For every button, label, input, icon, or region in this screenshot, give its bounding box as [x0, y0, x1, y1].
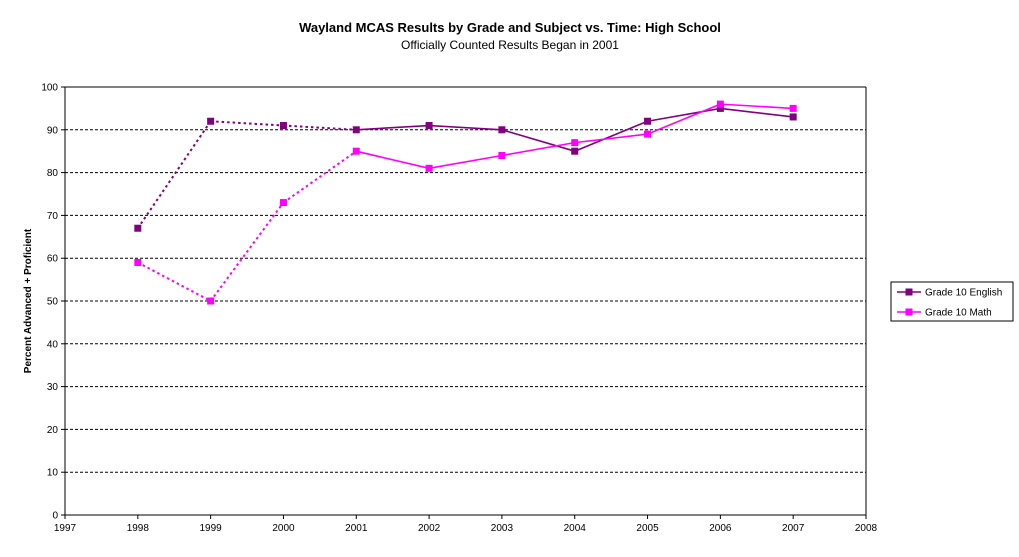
y-tick-label: 20 [47, 425, 59, 436]
data-point-marker [425, 164, 433, 172]
legend-label: Grade 10 Math [925, 308, 992, 319]
chart-title: Wayland MCAS Results by Grade and Subjec… [299, 20, 721, 35]
y-tick-label: 10 [47, 468, 59, 479]
series-line-segment [574, 120, 648, 152]
x-tick-label: 2005 [636, 523, 659, 534]
data-point-marker [789, 113, 797, 121]
y-axis-label: Percent Advanced + Proficient [23, 228, 34, 373]
series-line-segment [720, 103, 794, 110]
data-point-marker [279, 122, 287, 130]
data-point-marker [644, 130, 652, 138]
data-point-marker [716, 104, 724, 112]
y-tick-label: 60 [47, 254, 59, 265]
data-point-marker [352, 147, 360, 155]
y-tick-label: 90 [47, 125, 59, 136]
data-point-marker [207, 297, 215, 305]
grid-lines [65, 86, 866, 473]
series-line-segment [356, 124, 430, 131]
series-grade-10-math [134, 100, 797, 305]
y-tick-label: 80 [47, 168, 59, 179]
x-tick-label: 2004 [564, 523, 587, 534]
series-line-segment [720, 107, 794, 118]
legend-marker [905, 308, 913, 316]
series-line-segment [429, 124, 502, 131]
series-line-segment [283, 124, 357, 131]
y-axis-ticks: 0 10 20 30 40 50 60 70 80 90 100 [41, 83, 65, 522]
data-point-marker [789, 104, 797, 112]
series-line-segment [209, 201, 285, 302]
data-point-marker [207, 117, 215, 125]
series-line-segment [574, 133, 648, 144]
series-line-segment [501, 129, 575, 152]
legend: Grade 10 English Grade 10 Math [890, 281, 1014, 322]
data-point-marker [644, 117, 652, 125]
series-line-segment [282, 150, 357, 204]
legend-marker [905, 288, 913, 296]
x-tick-label: 2008 [855, 523, 878, 534]
data-point-marker [716, 100, 724, 108]
y-tick-label: 50 [47, 297, 59, 308]
chart-subtitle: Officially Counted Results Began in 2001 [401, 38, 619, 52]
x-tick-label: 2003 [491, 523, 514, 534]
y-tick-label: 30 [47, 382, 59, 393]
data-point-marker [134, 224, 142, 232]
y-tick-label: 100 [41, 83, 58, 94]
data-point-marker [571, 139, 579, 147]
x-tick-label: 1998 [127, 523, 150, 534]
y-tick-label: 70 [47, 211, 59, 222]
series-layer [134, 100, 797, 305]
x-tick-label: 2000 [272, 523, 295, 534]
series-line-segment [647, 107, 721, 123]
data-point-marker [498, 151, 506, 159]
x-axis-ticks: 1997 1998 1999 2000 2001 2002 2003 2004 2005 2006… [54, 515, 878, 534]
series-grade-10-english [134, 104, 797, 232]
data-point-marker [425, 122, 433, 130]
y-tick-label: 0 [52, 511, 58, 522]
x-tick-label: 2001 [345, 523, 368, 534]
series-line-segment [428, 154, 503, 170]
data-point-marker [134, 258, 142, 266]
x-tick-label: 1997 [54, 523, 77, 534]
x-tick-label: 2007 [782, 523, 805, 534]
data-point-marker [498, 126, 506, 134]
x-tick-label: 2002 [418, 523, 441, 534]
legend-label: Grade 10 English [925, 288, 1002, 299]
data-point-marker [352, 126, 360, 134]
data-point-marker [571, 147, 579, 155]
series-line-segment [356, 150, 430, 170]
series-line-segment [210, 120, 284, 127]
x-tick-label: 1999 [200, 523, 223, 534]
y-tick-label: 40 [47, 339, 59, 350]
x-tick-label: 2006 [709, 523, 732, 534]
series-line-segment [501, 141, 575, 157]
data-point-marker [279, 199, 287, 207]
series-line-segment [647, 103, 721, 135]
